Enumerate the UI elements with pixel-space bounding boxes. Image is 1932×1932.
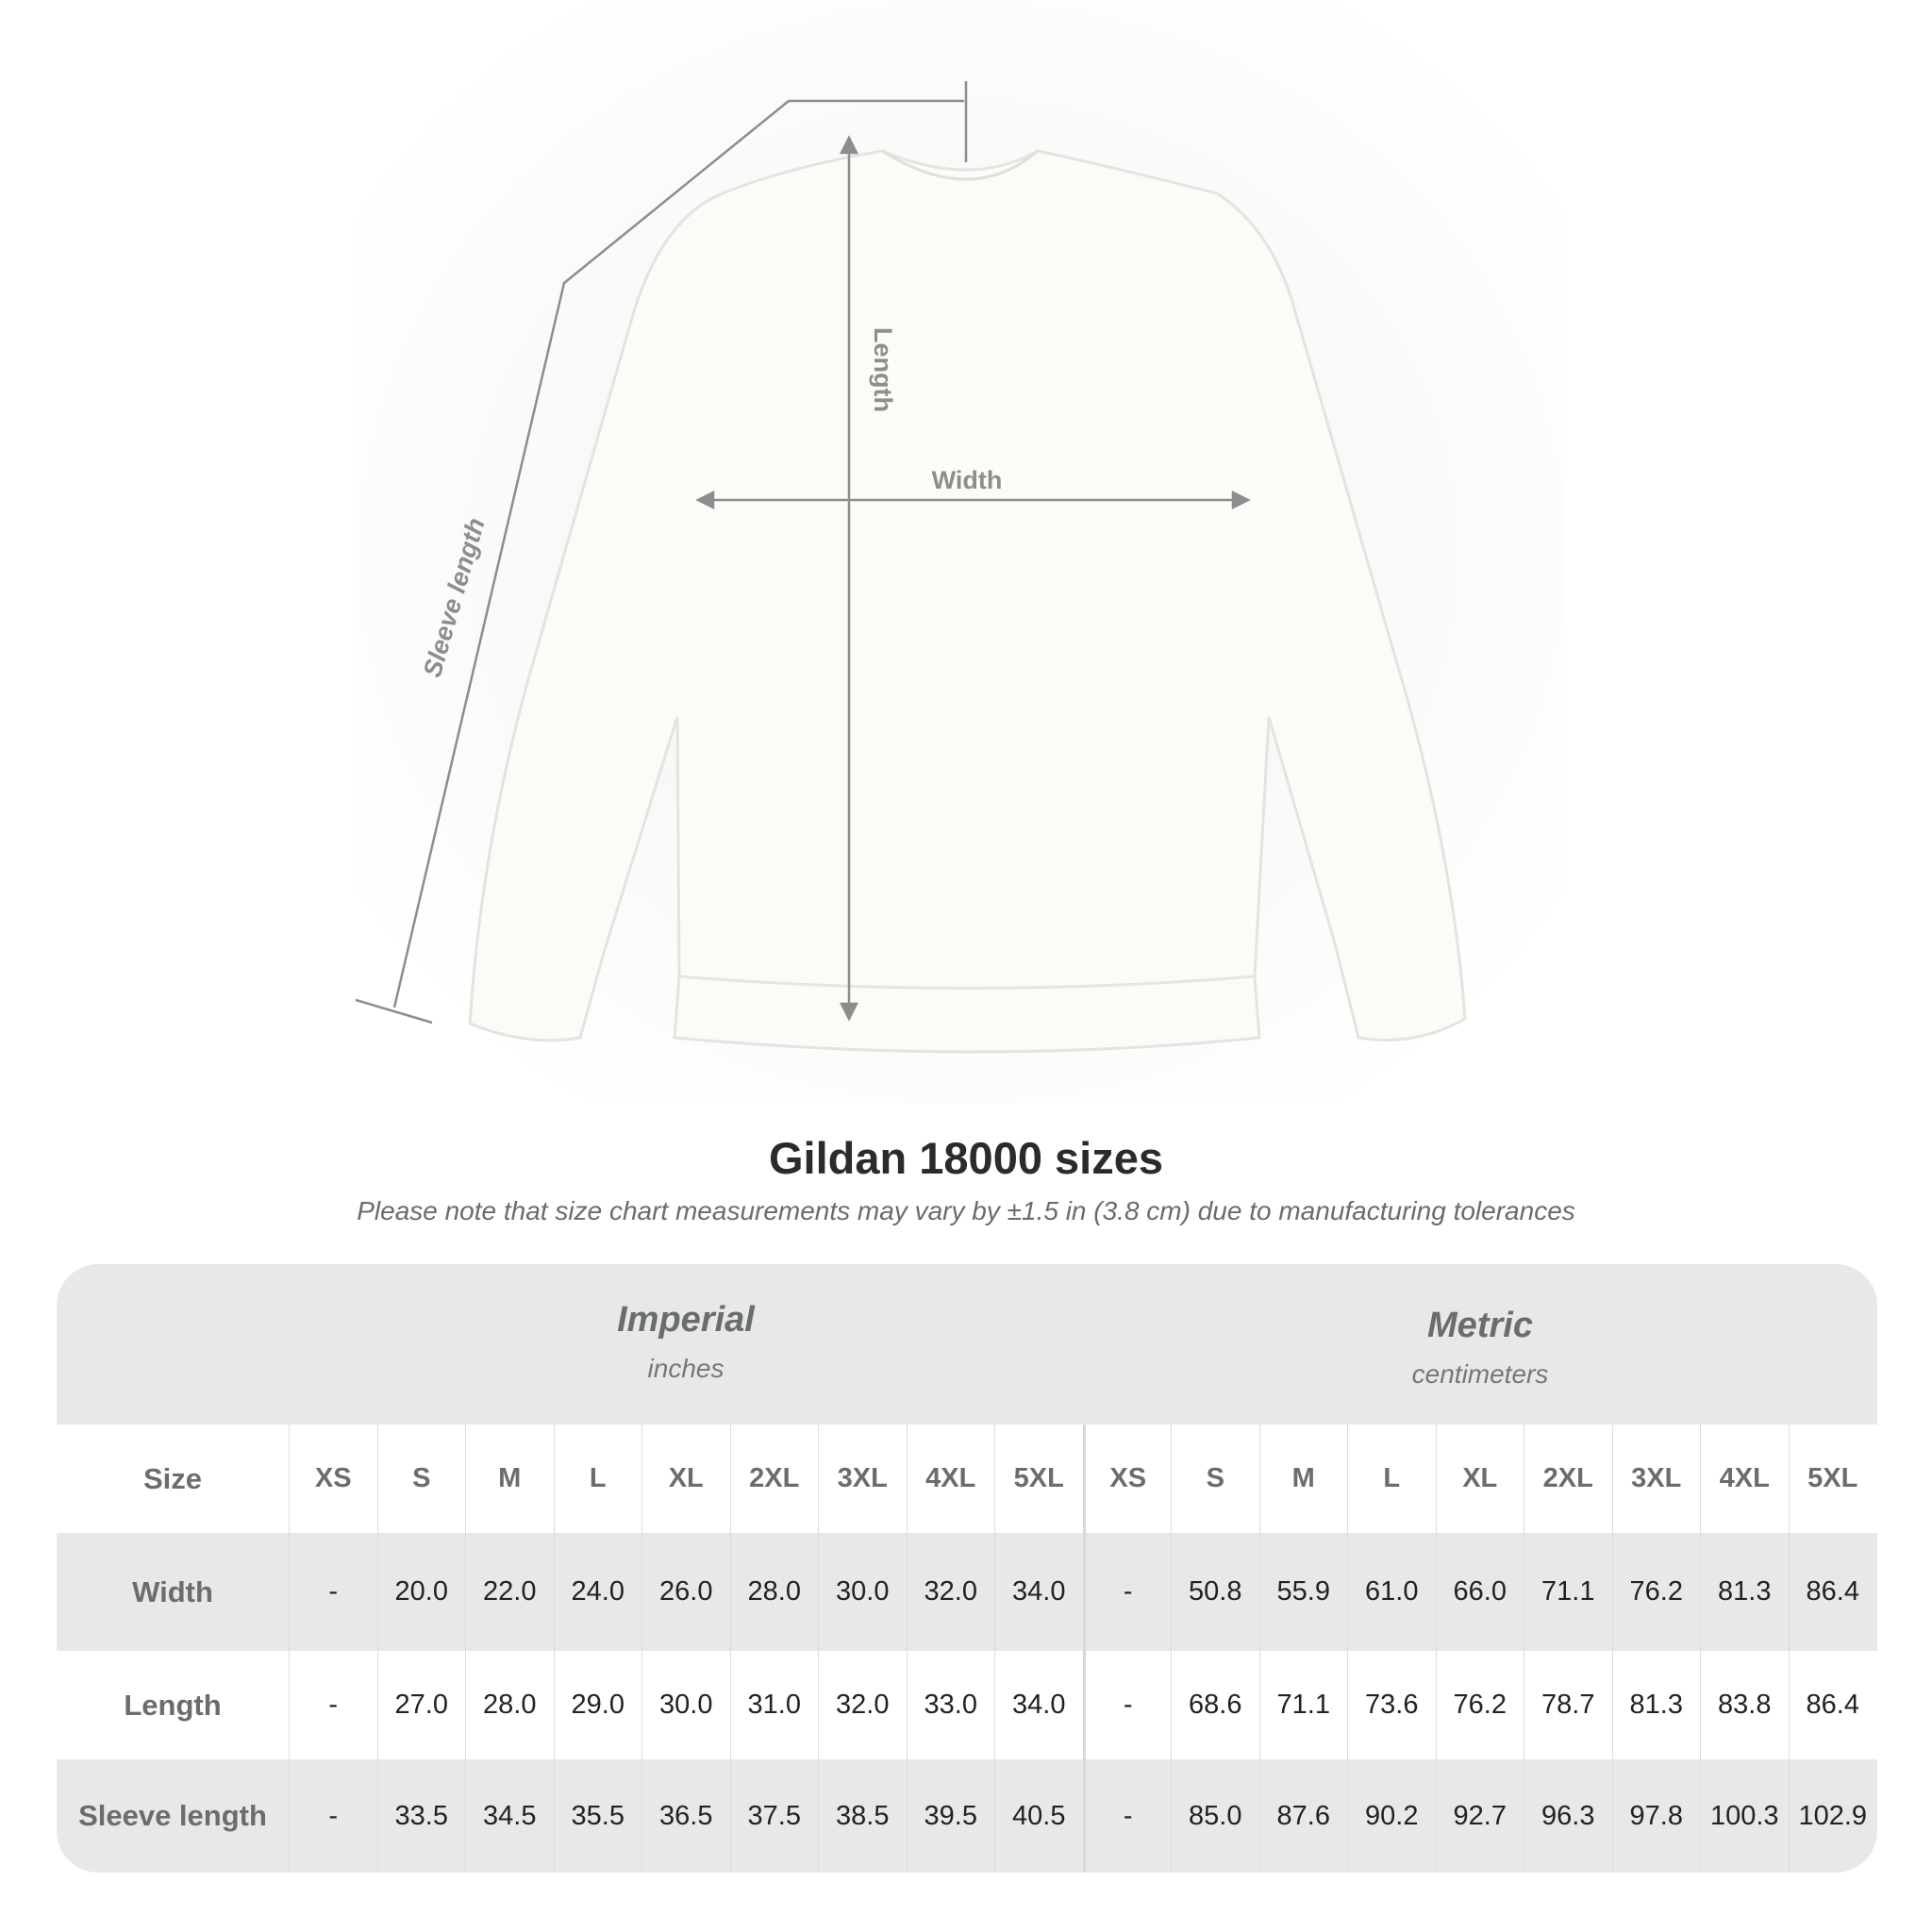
metric-value-cell: 92.7 bbox=[1435, 1759, 1524, 1873]
table-row: Length -27.0 28.0 29.0 30.0 31.0 32.0 33.0 34.0-… bbox=[57, 1651, 1877, 1759]
imperial-value-cell: 36.5 bbox=[641, 1759, 730, 1873]
row-label: Sleeve length bbox=[78, 1799, 267, 1832]
imperial-value-cell: 34.0 bbox=[994, 1533, 1083, 1651]
metric-value-cell: 97.8 bbox=[1611, 1759, 1701, 1873]
imperial-value-cell: 33.0 bbox=[906, 1651, 995, 1759]
metric-header: Metric centimeters bbox=[1083, 1306, 1877, 1390]
imperial-size-header: 5XL bbox=[994, 1424, 1083, 1533]
metric-value-cell: 96.3 bbox=[1524, 1759, 1612, 1873]
imperial-size-header: L bbox=[553, 1424, 642, 1533]
metric-value-cell: 71.1 bbox=[1258, 1651, 1348, 1759]
imperial-size-header: XS bbox=[289, 1424, 377, 1533]
imperial-value-cell: 34.0 bbox=[994, 1651, 1083, 1759]
imperial-value-cell: 20.0 bbox=[376, 1533, 466, 1651]
metric-value-cell: 81.3 bbox=[1700, 1533, 1789, 1651]
metric-value-cell: 50.8 bbox=[1171, 1533, 1259, 1651]
imperial-value-cell: 37.5 bbox=[729, 1759, 819, 1873]
sleeve-length-arrow bbox=[392, 99, 964, 1008]
imperial-value-cell: - bbox=[289, 1651, 377, 1759]
metric-value-cell: 71.1 bbox=[1524, 1533, 1612, 1651]
imperial-value-cell: 28.0 bbox=[465, 1651, 554, 1759]
imperial-size-header: 4XL bbox=[906, 1424, 995, 1533]
metric-size-header: XL bbox=[1435, 1424, 1524, 1533]
metric-value-cell: - bbox=[1082, 1533, 1172, 1651]
imperial-value-cell: 40.5 bbox=[994, 1759, 1083, 1873]
imperial-size-header: 3XL bbox=[818, 1424, 907, 1533]
metric-size-header: 4XL bbox=[1700, 1424, 1789, 1533]
metric-value-cell: 61.0 bbox=[1347, 1533, 1436, 1651]
size-label: Size bbox=[142, 1461, 203, 1495]
imperial-value-cell: 26.0 bbox=[641, 1533, 730, 1651]
imperial-value-cell: 32.0 bbox=[906, 1533, 995, 1651]
imperial-value-cell: - bbox=[289, 1533, 377, 1651]
imperial-value-cell: 28.0 bbox=[729, 1533, 819, 1651]
metric-size-header: M bbox=[1258, 1424, 1348, 1533]
imperial-value-cell: 29.0 bbox=[553, 1651, 642, 1759]
imperial-value-cell: 30.0 bbox=[818, 1533, 907, 1651]
metric-size-header: S bbox=[1171, 1424, 1259, 1533]
metric-size-header: 5XL bbox=[1788, 1424, 1877, 1533]
metric-value-cell: 100.3 bbox=[1700, 1759, 1789, 1873]
metric-size-header: 2XL bbox=[1524, 1424, 1612, 1533]
imperial-value-cell: 39.5 bbox=[906, 1759, 995, 1873]
width-label: Width bbox=[932, 466, 1003, 494]
width-arrowheads bbox=[695, 490, 1251, 510]
imperial-unit: inches bbox=[647, 1354, 724, 1383]
metric-value-cell: 87.6 bbox=[1258, 1759, 1348, 1873]
table-header-band: Imperial inches Metric centimeters bbox=[57, 1264, 1877, 1424]
imperial-value-cell: 32.0 bbox=[818, 1651, 907, 1759]
row-label: Length bbox=[124, 1688, 222, 1722]
length-arrowheads bbox=[839, 135, 859, 1022]
metric-value-cell: 78.7 bbox=[1524, 1651, 1612, 1759]
metric-title: Metric bbox=[1427, 1306, 1533, 1345]
length-label: Length bbox=[869, 327, 897, 412]
tolerance-note: Please note that size chart measurements… bbox=[357, 1196, 1575, 1225]
imperial-value-cell: 38.5 bbox=[818, 1759, 907, 1873]
metric-value-cell: 86.4 bbox=[1788, 1651, 1877, 1759]
metric-value-cell: 85.0 bbox=[1171, 1759, 1259, 1873]
imperial-value-cell: 30.0 bbox=[641, 1651, 730, 1759]
metric-value-cell: 90.2 bbox=[1347, 1759, 1436, 1873]
size-table: Imperial inches Metric centimeters Size X… bbox=[57, 1264, 1877, 1873]
metric-value-cell: 86.4 bbox=[1788, 1533, 1877, 1651]
imperial-value-cell: 34.5 bbox=[465, 1759, 554, 1873]
imperial-size-header: 2XL bbox=[729, 1424, 819, 1533]
metric-unit: centimeters bbox=[1411, 1359, 1549, 1389]
imperial-value-cell: 35.5 bbox=[553, 1759, 642, 1873]
imperial-value-cell: 24.0 bbox=[553, 1533, 642, 1651]
metric-value-cell: 55.9 bbox=[1258, 1533, 1348, 1651]
imperial-value-cell: 31.0 bbox=[729, 1651, 819, 1759]
page-title: Gildan 18000 sizes bbox=[768, 1133, 1164, 1183]
imperial-value-cell: 22.0 bbox=[465, 1533, 554, 1651]
imperial-size-header: XL bbox=[641, 1424, 730, 1533]
metric-value-cell: 102.9 bbox=[1788, 1759, 1877, 1873]
sweatshirt-diagram: Length Width Sleeve length bbox=[355, 0, 1566, 1104]
metric-value-cell: 73.6 bbox=[1347, 1651, 1436, 1759]
imperial-value-cell: 27.0 bbox=[376, 1651, 466, 1759]
metric-size-header: L bbox=[1347, 1424, 1436, 1533]
table-row: Sleeve length -33.5 34.5 35.5 36.5 37.5 38.5 39… bbox=[57, 1759, 1877, 1873]
metric-value-cell: 76.2 bbox=[1611, 1533, 1701, 1651]
metric-value-cell: 68.6 bbox=[1171, 1651, 1259, 1759]
metric-value-cell: 66.0 bbox=[1435, 1533, 1524, 1651]
sweatshirt-image bbox=[468, 149, 1467, 1054]
size-header-row: Size XS S M L XL 2XL 3XL 4XL 5XL XS S M L XL 2XL 3XL 4XL 5… bbox=[57, 1424, 1877, 1533]
imperial-value-cell: 33.5 bbox=[376, 1759, 466, 1873]
imperial-value-cell: - bbox=[289, 1759, 377, 1873]
table-row: Width -20.0 22.0 24.0 26.0 28.0 30.0 32.0 34.0-5… bbox=[57, 1533, 1877, 1651]
imperial-size-header: S bbox=[376, 1424, 466, 1533]
imperial-header: Imperial inches bbox=[289, 1300, 1083, 1384]
metric-value-cell: - bbox=[1082, 1651, 1172, 1759]
sleeve-bottom-tick bbox=[355, 998, 433, 1024]
metric-value-cell: 81.3 bbox=[1611, 1651, 1701, 1759]
metric-size-header: XS bbox=[1082, 1424, 1172, 1533]
metric-value-cell: 83.8 bbox=[1700, 1651, 1789, 1759]
row-label: Width bbox=[132, 1574, 213, 1608]
metric-value-cell: 76.2 bbox=[1435, 1651, 1524, 1759]
imperial-title: Imperial bbox=[617, 1300, 755, 1340]
imperial-size-header: M bbox=[465, 1424, 554, 1533]
metric-size-header: 3XL bbox=[1611, 1424, 1701, 1533]
metric-value-cell: - bbox=[1082, 1759, 1172, 1873]
